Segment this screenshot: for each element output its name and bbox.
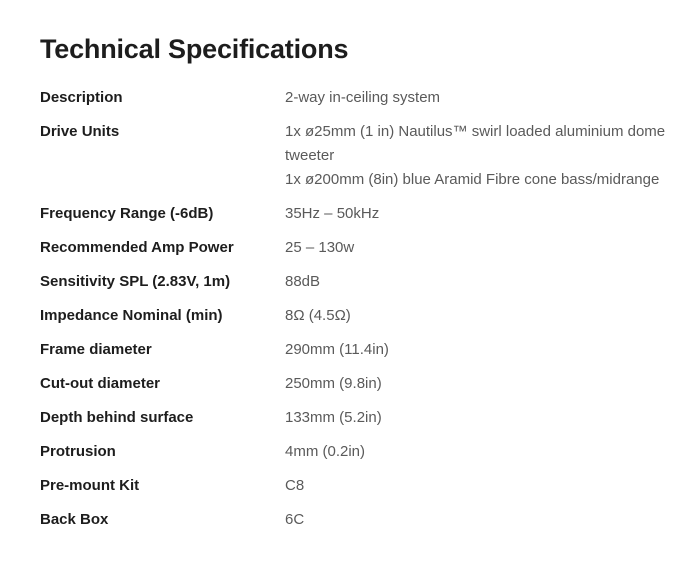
spec-value-line: 6C — [285, 511, 305, 528]
spec-value-line: 290mm (11.4in) — [285, 341, 389, 358]
spec-value-line: 88dB — [285, 273, 321, 290]
spec-label: Cut-out diameter — [40, 375, 160, 392]
spec-label: Recommended Amp Power — [40, 239, 234, 256]
spec-row: Frequency Range (-6dB) 35Hz – 50kHz — [40, 202, 670, 226]
spec-label: Impedance Nominal (min) — [40, 307, 223, 324]
spec-row: Frame diameter 290mm (11.4in) — [40, 338, 670, 362]
spec-row: Cut-out diameter 250mm (9.8in) — [40, 372, 670, 396]
spec-value-line: 2-way in-ceiling system — [285, 89, 441, 106]
spec-value-line: 133mm (5.2in) — [285, 409, 382, 426]
spec-value-line: 25 – 130w — [285, 239, 355, 256]
spec-value: C8 — [285, 474, 304, 498]
spec-value-line: C8 — [285, 477, 305, 494]
spec-value: 4mm (0.2in) — [285, 440, 365, 464]
spec-row: Drive Units 1x ø25mm (1 in) Nautilus™ sw… — [40, 120, 670, 192]
spec-label: Depth behind surface — [40, 409, 194, 426]
spec-label: Description — [40, 89, 123, 106]
spec-value: 6C — [285, 508, 304, 532]
spec-value: 290mm (11.4in) — [285, 338, 389, 362]
spec-value-line: 1x ø200mm (8in) blue Aramid Fibre cone b… — [285, 171, 660, 188]
spec-value: 8Ω (4.5Ω) — [285, 304, 351, 328]
spec-value-line: 35Hz – 50kHz — [285, 205, 380, 222]
spec-label: Frame diameter — [40, 341, 152, 358]
spec-row: Back Box 6C — [40, 508, 670, 532]
spec-value: 25 – 130w — [285, 236, 354, 260]
spec-value: 88dB — [285, 270, 320, 294]
spec-label: Protrusion — [40, 443, 116, 460]
spec-value-line: 4mm (0.2in) — [285, 443, 366, 460]
spec-value: 250mm (9.8in) — [285, 372, 382, 396]
spec-value: 2-way in-ceiling system — [285, 86, 440, 110]
spec-row: Pre-mount Kit C8 — [40, 474, 670, 498]
page-title: Technical Specifications — [40, 34, 349, 64]
spec-value-line: 8Ω (4.5Ω) — [285, 307, 351, 324]
spec-row: Description 2-way in-ceiling system — [40, 86, 670, 110]
spec-row: Protrusion 4mm (0.2in) — [40, 440, 670, 464]
spec-value: 1x ø25mm (1 in) Nautilus™ swirl loaded a… — [285, 120, 670, 192]
spec-label: Sensitivity SPL (2.83V, 1m) — [40, 273, 231, 290]
spec-row: Recommended Amp Power 25 – 130w — [40, 236, 670, 260]
spec-value: 35Hz – 50kHz — [285, 202, 379, 226]
spec-label: Pre-mount Kit — [40, 477, 140, 494]
spec-value-line: 1x ø25mm (1 in) Nautilus™ swirl loaded a… — [285, 123, 666, 164]
spec-label: Frequency Range (-6dB) — [40, 205, 214, 222]
spec-row: Depth behind surface 133mm (5.2in) — [40, 406, 670, 430]
spec-row: Sensitivity SPL (2.83V, 1m) 88dB — [40, 270, 670, 294]
spec-label: Back Box — [40, 511, 109, 528]
spec-table: Description 2-way in-ceiling system Driv… — [40, 86, 670, 532]
spec-value: 133mm (5.2in) — [285, 406, 382, 430]
spec-row: Impedance Nominal (min) 8Ω (4.5Ω) — [40, 304, 670, 328]
spec-label: Drive Units — [40, 123, 120, 140]
spec-value-line: 250mm (9.8in) — [285, 375, 382, 392]
